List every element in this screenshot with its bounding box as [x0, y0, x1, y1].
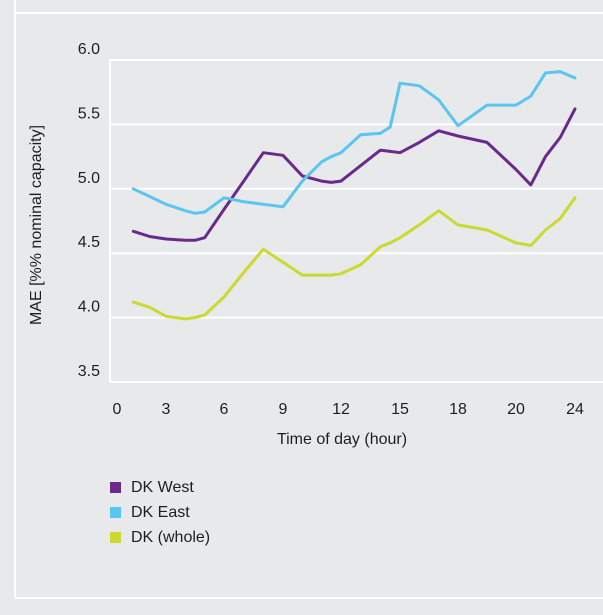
y-tick-label: 6.0	[78, 41, 100, 58]
legend: DK West DK East DK (whole)	[110, 479, 210, 546]
legend-swatch	[110, 507, 121, 518]
y-axis-label: MAE [%% nominal capacity]	[28, 125, 45, 325]
x-tick-label: 3	[162, 401, 171, 418]
legend-label: DK East	[131, 504, 190, 521]
x-tick-label: 12	[332, 401, 350, 418]
legend-swatch	[110, 532, 121, 543]
grid	[110, 59, 603, 383]
legend-swatch	[110, 482, 121, 493]
series-line-dk-west	[131, 107, 577, 242]
series-line-dk-whole	[131, 196, 577, 321]
y-tick-label: 3.5	[78, 363, 100, 380]
y-tick-label: 5.0	[78, 170, 100, 187]
series-lines	[131, 70, 577, 321]
x-tick-label: 9	[279, 401, 288, 418]
x-axis-ticks: 0 3 6 9 12 15 18 20 24	[113, 401, 584, 418]
series-line-dk-east	[131, 70, 577, 215]
y-tick-label: 4.5	[78, 234, 100, 251]
x-axis-label: Time of day (hour)	[277, 431, 407, 448]
x-tick-label: 24	[566, 401, 584, 418]
x-tick-label: 0	[113, 401, 122, 418]
x-tick-label: 6	[220, 401, 229, 418]
x-tick-label: 20	[507, 401, 525, 418]
x-tick-label: 18	[449, 401, 467, 418]
y-tick-label: 4.0	[78, 299, 100, 316]
y-tick-label: 5.5	[78, 105, 100, 122]
legend-label: DK (whole)	[131, 529, 210, 546]
legend-label: DK West	[131, 479, 194, 496]
x-tick-label: 15	[391, 401, 409, 418]
y-axis-ticks: 3.5 4.0 4.5 5.0 5.5 6.0	[78, 41, 100, 380]
